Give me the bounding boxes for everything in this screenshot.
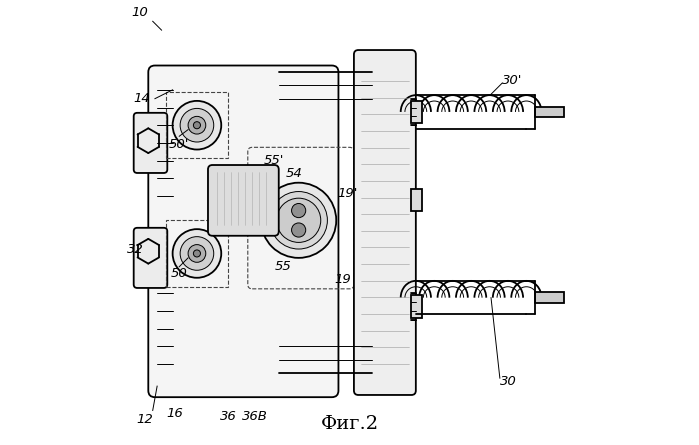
Text: 10: 10 bbox=[131, 6, 147, 19]
Text: 55: 55 bbox=[275, 260, 291, 273]
Text: 55': 55' bbox=[264, 154, 284, 167]
Text: 54: 54 bbox=[286, 167, 303, 181]
Text: 36B: 36B bbox=[241, 410, 267, 424]
Text: 50': 50' bbox=[169, 138, 189, 151]
Circle shape bbox=[261, 183, 336, 258]
Circle shape bbox=[173, 229, 222, 278]
FancyBboxPatch shape bbox=[354, 50, 416, 395]
Text: 12: 12 bbox=[137, 413, 154, 426]
Bar bbox=[412, 101, 422, 123]
Text: 50: 50 bbox=[171, 267, 187, 280]
Text: Фиг.2: Фиг.2 bbox=[320, 415, 379, 433]
Bar bbox=[166, 220, 228, 287]
Circle shape bbox=[291, 223, 305, 237]
FancyBboxPatch shape bbox=[134, 228, 167, 288]
Bar bbox=[166, 92, 228, 158]
Text: 32: 32 bbox=[127, 243, 144, 255]
Text: 19: 19 bbox=[334, 274, 351, 287]
Circle shape bbox=[173, 101, 222, 150]
Bar bbox=[535, 107, 564, 117]
FancyBboxPatch shape bbox=[148, 65, 338, 397]
Circle shape bbox=[194, 250, 201, 257]
Text: 19': 19' bbox=[337, 187, 357, 200]
Bar bbox=[412, 189, 422, 211]
Text: 30': 30' bbox=[502, 74, 522, 88]
Circle shape bbox=[277, 198, 321, 243]
FancyBboxPatch shape bbox=[208, 165, 279, 236]
Circle shape bbox=[180, 237, 214, 270]
Circle shape bbox=[188, 245, 206, 262]
Text: 30: 30 bbox=[500, 375, 517, 388]
Circle shape bbox=[188, 116, 206, 134]
Circle shape bbox=[291, 203, 305, 218]
Text: 14: 14 bbox=[134, 92, 150, 105]
Bar bbox=[535, 292, 564, 303]
Text: 16: 16 bbox=[166, 407, 183, 421]
Circle shape bbox=[194, 121, 201, 129]
Text: 36: 36 bbox=[219, 410, 236, 424]
Circle shape bbox=[270, 191, 327, 249]
FancyBboxPatch shape bbox=[134, 113, 167, 173]
Bar bbox=[412, 295, 422, 318]
Circle shape bbox=[180, 109, 214, 142]
